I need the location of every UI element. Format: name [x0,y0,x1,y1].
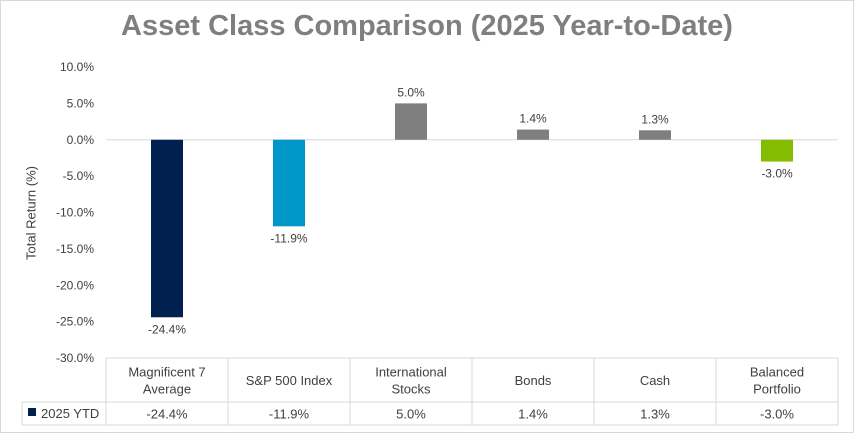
bar [395,103,427,140]
data-label: -24.4% [148,322,186,336]
bar [639,130,671,140]
table-value: -24.4% [146,407,188,422]
category-label: Cash [640,373,670,388]
bar [151,139,183,318]
y-tick-label: -30.0% [56,351,94,365]
data-label: 5.0% [397,85,425,99]
legend-label: 2025 YTD [41,406,99,421]
bar [517,129,549,140]
table-value: 5.0% [396,407,426,422]
data-label: -3.0% [761,167,793,181]
data-label: 1.3% [641,112,669,126]
category-label: Magnificent 7 [128,365,205,380]
category-label: Balanced [750,365,804,380]
data-label: -11.9% [270,231,307,245]
y-tick-label: 5.0% [67,96,95,110]
y-tick-label: -25.0% [56,315,94,329]
category-label: Portfolio [753,382,801,397]
category-label: International [375,365,447,380]
category-label: Bonds [515,373,552,388]
y-tick-label: -15.0% [56,242,94,256]
table-value: -3.0% [760,407,794,422]
y-tick-label: 0.0% [67,133,95,147]
bar [761,139,793,162]
table-value: 1.4% [518,407,548,422]
y-tick-label: -5.0% [63,169,95,183]
table-value: 1.3% [640,407,670,422]
y-tick-label: 10.0% [60,60,94,74]
table-value: -11.9% [269,407,310,422]
category-label: S&P 500 Index [246,373,333,388]
legend-marker [28,408,36,416]
y-tick-label: -10.0% [56,206,94,220]
category-label: Average [143,382,191,397]
y-tick-label: -20.0% [56,278,94,292]
data-label: 1.4% [519,112,547,126]
bar [273,139,305,227]
category-label: Stocks [391,382,431,397]
chart-title: Asset Class Comparison (2025 Year-to-Dat… [121,10,733,42]
